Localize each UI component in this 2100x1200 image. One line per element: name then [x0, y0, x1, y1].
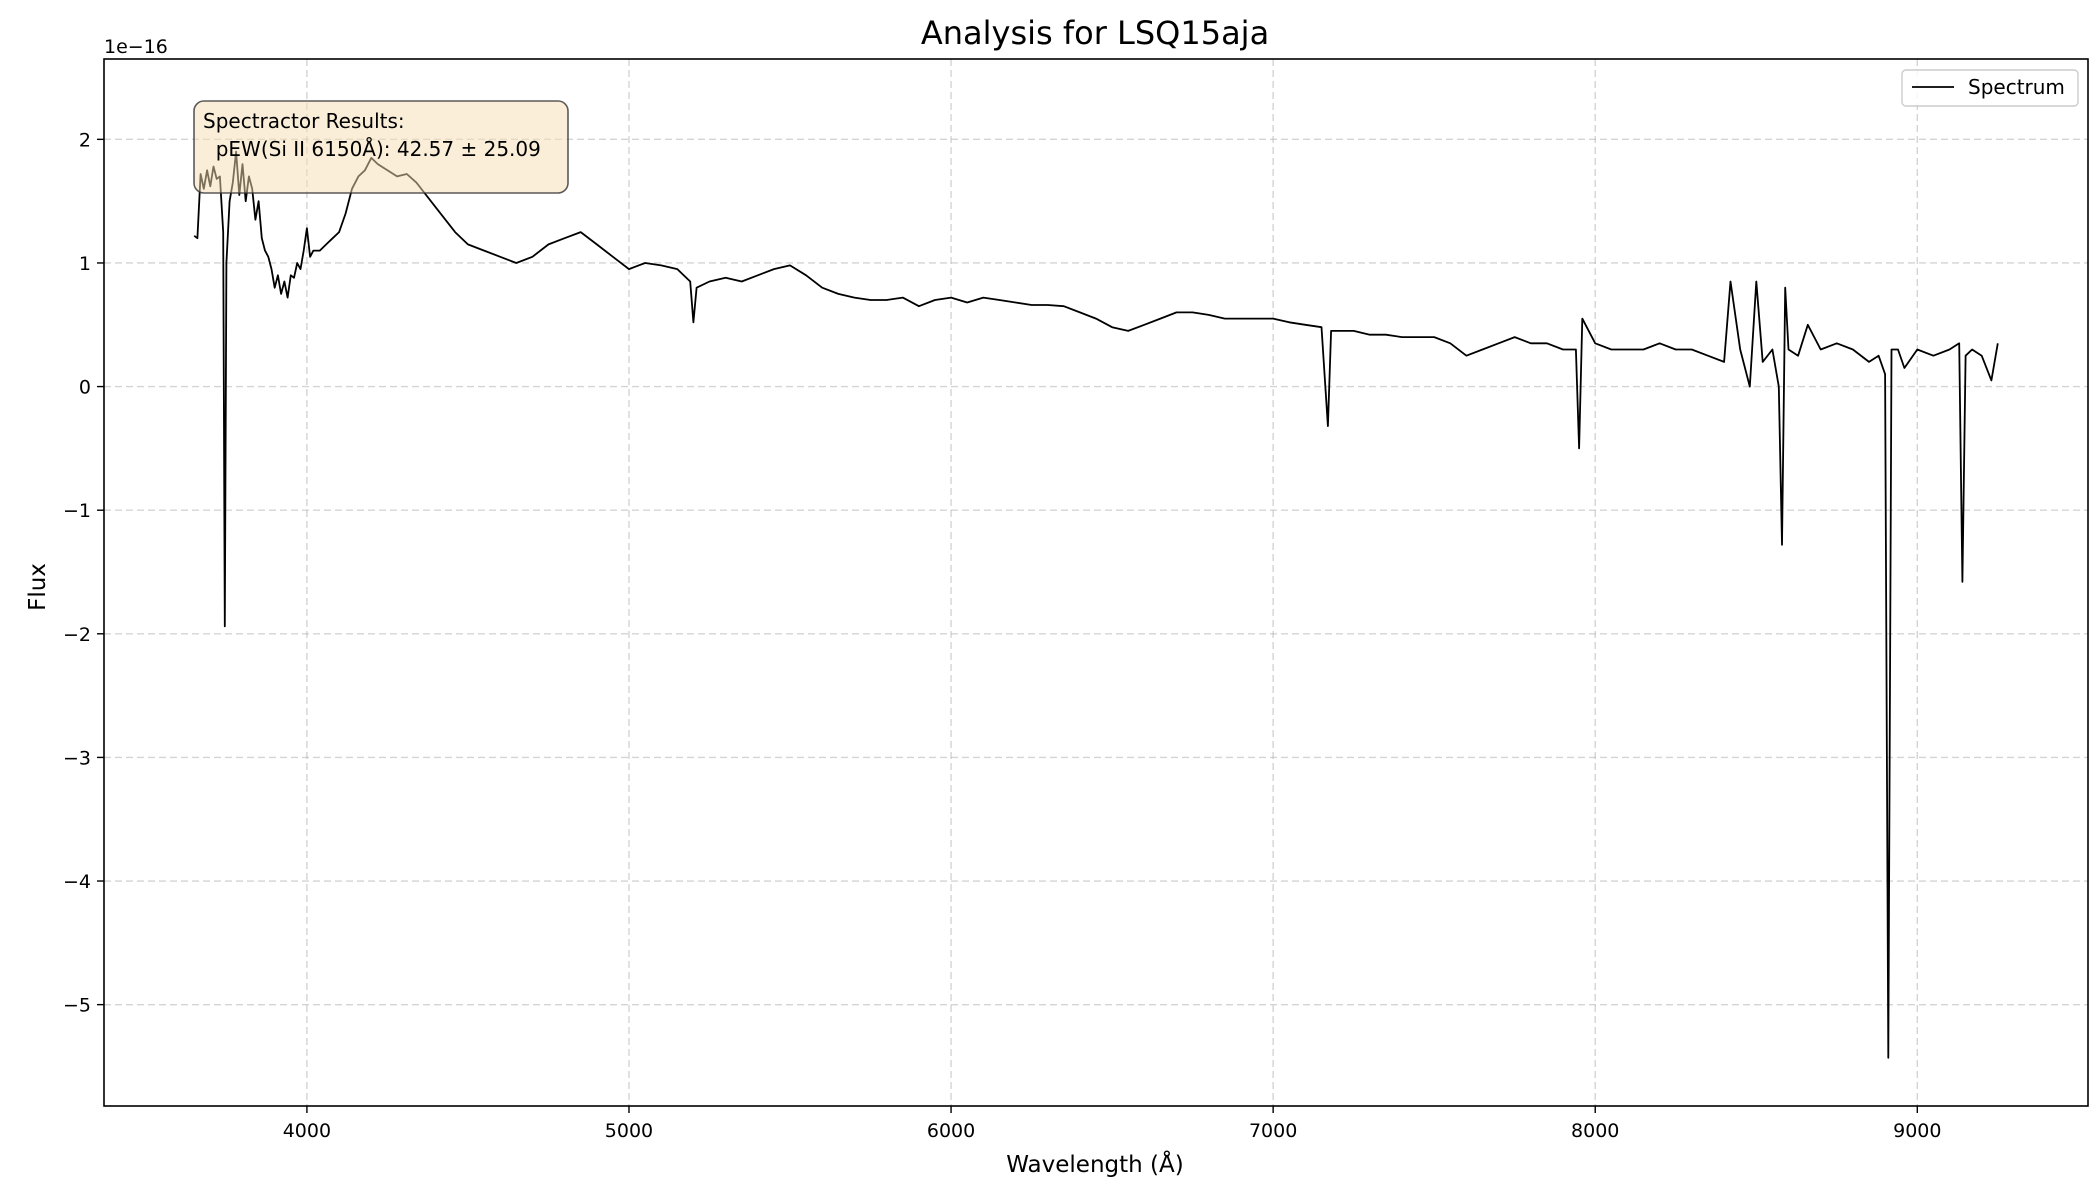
x-axis-label: Wavelength (Å)	[1006, 1150, 1183, 1178]
chart-title: Analysis for LSQ15aja	[921, 14, 1269, 52]
x-tick-label: 4000	[283, 1120, 331, 1142]
annotation-box	[193, 100, 569, 194]
results-annotation: Spectractor Results: pEW(Si II 6150Å): 4…	[193, 100, 569, 194]
y-tick-label: −1	[63, 500, 91, 522]
x-tick-label: 9000	[1893, 1120, 1941, 1142]
y-axis-label: Flux	[25, 563, 51, 611]
annotation-line-2: pEW(Si II 6150Å): 42.57 ± 25.09	[203, 137, 541, 161]
y-tick-label: −4	[63, 871, 91, 893]
spectrum-line	[193, 150, 1999, 1059]
x-tick-label: 5000	[605, 1120, 653, 1142]
y-tick-label: −3	[63, 747, 91, 769]
x-tick-label: 7000	[1249, 1120, 1297, 1142]
legend-box	[1901, 69, 2079, 107]
y-tick-label: 2	[79, 129, 91, 151]
x-tick-label: 8000	[1571, 1120, 1619, 1142]
y-tick-label: −5	[63, 995, 91, 1017]
x-tick-label: 6000	[927, 1120, 975, 1142]
plot-frame	[103, 58, 2089, 1107]
x-axis: 4000 5000 6000 7000 8000 9000	[283, 1106, 1941, 1142]
y-offset-label: 1e−16	[104, 36, 168, 58]
y-tick-label: −2	[63, 624, 91, 646]
grid	[104, 59, 2088, 1106]
y-tick-label: 1	[79, 253, 91, 275]
legend: Spectrum	[1901, 69, 2079, 107]
annotation-line-1: Spectractor Results:	[203, 109, 405, 133]
y-tick-label: 0	[79, 377, 91, 399]
legend-entry: Spectrum	[1968, 75, 2065, 99]
y-axis: −5 −4 −3 −2 −1 0 1 2	[63, 129, 104, 1017]
